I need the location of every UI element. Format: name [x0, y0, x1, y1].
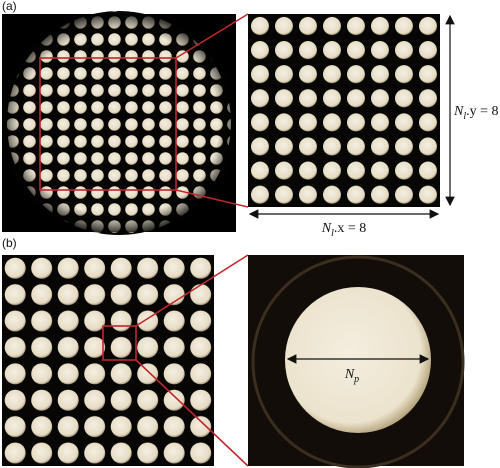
symbol: N	[344, 367, 355, 382]
zoomed-lenslets	[248, 14, 440, 207]
subscript: p	[353, 374, 359, 385]
diameter-label: Np	[344, 367, 359, 385]
panel-label: (a)	[2, 0, 17, 13]
subscript: l	[331, 228, 334, 239]
expression: .x = 8	[334, 221, 366, 236]
symbol: N	[321, 221, 332, 236]
vignette	[2, 14, 236, 232]
zoom-region	[102, 325, 137, 361]
symbol: N	[453, 104, 464, 119]
zoom-connector	[135, 254, 249, 327]
expression: .y = 8	[466, 104, 498, 119]
panel-label: (b)	[2, 236, 17, 250]
zoom-connector	[175, 13, 249, 59]
lenslet-rim	[251, 255, 465, 468]
single-lenslet	[285, 287, 431, 433]
x-count-label: Nl.x = 8	[321, 221, 367, 239]
zoom-connector	[135, 359, 249, 467]
zoom-connector	[175, 189, 249, 208]
zoom-region	[39, 57, 177, 191]
y-count-label: Nl.y = 8	[453, 104, 499, 122]
subscript: l	[463, 111, 466, 122]
